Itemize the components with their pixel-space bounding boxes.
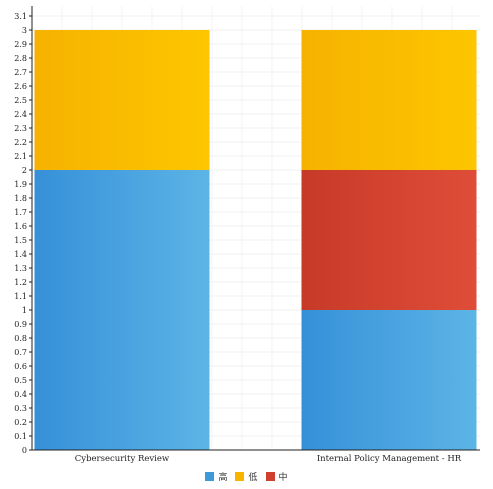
legend-item[interactable]: 中	[265, 470, 288, 483]
legend-label: 中	[278, 473, 288, 483]
y-tick-label: 2.4	[14, 110, 27, 119]
legend-swatch	[235, 472, 245, 481]
y-tick-label: 0.4	[14, 390, 27, 399]
y-tick-label: 1.5	[14, 236, 27, 245]
y-tick-label: 2.1	[14, 152, 27, 161]
y-tick-label: 3	[22, 26, 27, 35]
y-tick-label: 1.7	[14, 208, 27, 217]
y-tick-label: 2.6	[14, 82, 27, 91]
x-category-label: Cybersecurity Review	[75, 454, 170, 464]
y-tick-label: 1	[22, 306, 27, 315]
x-axis-categories: Cybersecurity Review Internal Policy Mana…	[75, 454, 462, 464]
bar-segment-1-1[interactable]	[34, 170, 210, 450]
y-tick-label: 1.8	[14, 194, 27, 203]
y-tick-label: 2.2	[14, 138, 27, 147]
y-tick-label: 1.2	[14, 278, 27, 287]
bar-segment-2-1[interactable]	[301, 310, 477, 450]
y-tick-label: 3.1	[14, 12, 27, 21]
bars	[34, 30, 477, 450]
legend-label: 低	[248, 473, 258, 483]
bar-segment-2-2[interactable]	[301, 30, 477, 170]
y-tick-label: 2.9	[14, 40, 27, 49]
y-tick-label: 2	[22, 166, 27, 175]
x-category-label: Internal Policy Management - HR	[317, 454, 462, 464]
y-axis-ticks: 0 0.1 0.2 0.3 0.4 0.5 0.6 0.7 0.8 0.9 1 1.1 1.2 1.3 1.…	[14, 12, 32, 455]
legend-label: 高	[218, 473, 228, 483]
y-tick-label: 0.8	[14, 334, 27, 343]
y-tick-label: 0.5	[14, 376, 27, 385]
axes	[31, 6, 480, 451]
bar-segment-1-2[interactable]	[34, 30, 210, 170]
y-tick-label: 2.8	[14, 54, 27, 63]
y-tick-label: 1.9	[14, 180, 27, 189]
y-tick-label: 1.6	[14, 222, 27, 231]
y-tick-label: 0	[22, 446, 27, 455]
y-tick-label: 0.2	[14, 418, 27, 427]
y-tick-label: 1.1	[14, 292, 27, 301]
bar-segment-2-3[interactable]	[301, 170, 477, 310]
legend-swatch	[205, 472, 215, 481]
legend: 高低中	[0, 470, 493, 484]
legend-swatch	[265, 472, 275, 481]
y-tick-label: 0.7	[14, 348, 27, 357]
legend-item[interactable]: 高	[205, 470, 227, 483]
legend-item[interactable]: 低	[235, 470, 258, 483]
y-tick-label: 0.3	[14, 404, 27, 413]
y-tick-label: 1.4	[14, 250, 27, 259]
y-tick-label: 2.7	[14, 68, 27, 77]
y-tick-label: 0.1	[14, 432, 27, 441]
y-tick-label: 0.6	[14, 362, 27, 371]
y-tick-label: 0.9	[14, 320, 27, 329]
y-tick-label: 2.3	[14, 124, 27, 133]
y-tick-label: 2.5	[14, 96, 27, 105]
y-tick-label: 1.3	[14, 264, 27, 273]
